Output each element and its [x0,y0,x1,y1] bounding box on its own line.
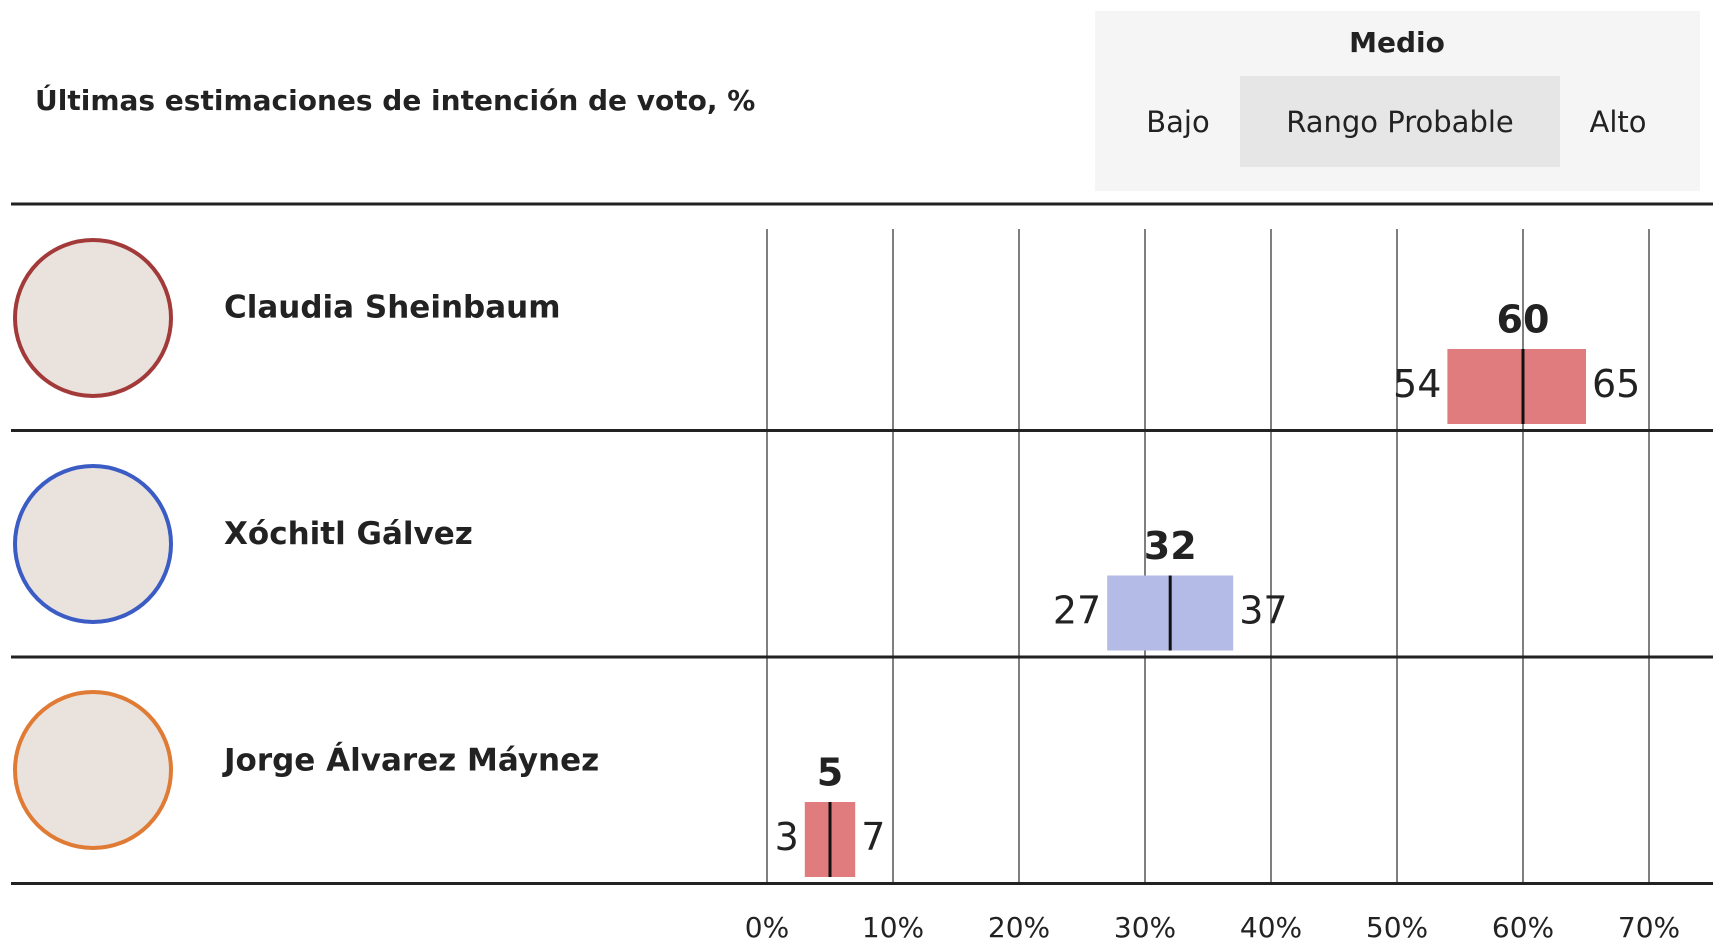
high-label: 65 [1592,362,1640,406]
high-label: 7 [861,815,885,859]
median-label: 60 [1497,298,1550,342]
median-label: 32 [1144,524,1197,568]
legend-bajo: Bajo [1146,105,1209,139]
x-tick-label: 0% [745,911,789,944]
x-tick-label: 40% [1240,911,1302,944]
low-label: 3 [775,815,799,859]
chart: Últimas estimaciones de intención de vot… [0,0,1713,945]
x-tick-label: 70% [1618,911,1680,944]
candidate-name: Jorge Álvarez Máynez [222,743,599,779]
photos [15,240,171,848]
photo [15,240,171,396]
legend-medio: Medio [1349,26,1445,59]
candidate-name: Claudia Sheinbaum [224,290,561,326]
x-tick-label: 30% [1114,911,1176,944]
candidate-name: Xóchitl Gálvez [224,516,473,552]
legend-alto: Alto [1589,105,1646,139]
low-label: 27 [1053,589,1101,633]
legend-range: Rango Probable [1286,105,1514,139]
median-label: 5 [817,751,843,795]
photo [15,692,171,848]
x-tick-label: 10% [862,911,924,944]
photo [15,466,171,622]
x-tick-label: 60% [1492,911,1554,944]
low-label: 54 [1393,362,1441,406]
range-bar [1447,349,1586,424]
x-tick-label: 50% [1366,911,1428,944]
chart-title: Últimas estimaciones de intención de vot… [35,83,755,117]
high-label: 37 [1239,589,1287,633]
x-tick-label: 20% [988,911,1050,944]
